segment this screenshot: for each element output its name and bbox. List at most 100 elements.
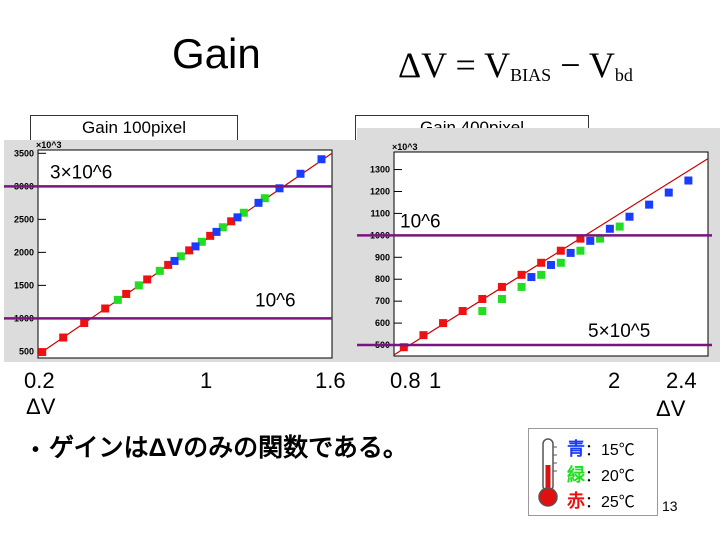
formula-lhs: ΔV bbox=[398, 45, 447, 85]
chart2-point-ee1111-9 bbox=[576, 234, 585, 243]
left-tick-1: 1 bbox=[200, 368, 213, 393]
chart2-point-ee1111-4 bbox=[478, 294, 487, 303]
chart1-point-1a3cff-5 bbox=[275, 184, 284, 193]
chart2-point-ee1111-7 bbox=[537, 258, 546, 267]
chart1-point-22dd22-0 bbox=[113, 295, 122, 304]
chart1-point-1a3cff-1 bbox=[191, 242, 200, 251]
formula-minus: − bbox=[560, 45, 581, 85]
chart1-point-ee1111-7 bbox=[185, 246, 194, 255]
right-xlabel: ΔV bbox=[656, 396, 686, 421]
chart1-point-ee1111-9 bbox=[227, 217, 236, 226]
legend-temp-blue: ：15℃ bbox=[585, 442, 635, 459]
chart2-point-1a3cff-8 bbox=[684, 176, 693, 185]
chart2-point-22dd22-7 bbox=[615, 222, 624, 231]
left-xlabel: ΔV bbox=[26, 394, 56, 419]
formula-v1-sub: BIAS bbox=[510, 65, 552, 85]
chart2-point-22dd22-2 bbox=[517, 282, 526, 291]
chart2-point-22dd22-1 bbox=[497, 294, 506, 303]
chart2-ytick-label-4: 900 bbox=[375, 252, 390, 262]
chart2-point-ee1111-6 bbox=[517, 270, 526, 279]
chart1-point-ee1111-6 bbox=[164, 260, 173, 269]
chart2-point-22dd22-5 bbox=[576, 246, 585, 255]
chart2-point-1a3cff-4 bbox=[605, 224, 614, 233]
chart1-point-22dd22-7 bbox=[260, 194, 269, 203]
chart2-point-ee1111-1 bbox=[419, 331, 428, 340]
chart2-point-ee1111-5 bbox=[497, 282, 506, 291]
chart2-point-ee1111-8 bbox=[556, 246, 565, 255]
chart2-ytick-label-8: 1300 bbox=[370, 165, 390, 175]
chart1-point-1a3cff-3 bbox=[233, 213, 242, 222]
chart2-ytick-label-3: 800 bbox=[375, 274, 390, 284]
chart2-point-1a3cff-6 bbox=[645, 200, 654, 209]
chart1-point-ee1111-3 bbox=[101, 304, 110, 313]
chart1-point-22dd22-6 bbox=[239, 208, 248, 217]
right-tick-2: 2 bbox=[608, 368, 621, 393]
page-number: 13 bbox=[662, 498, 678, 514]
thermometer-icon bbox=[538, 438, 558, 507]
chart2-point-1a3cff-0 bbox=[527, 273, 536, 282]
chart2-point-ee1111-2 bbox=[439, 319, 448, 328]
chart2-point-1a3cff-2 bbox=[566, 248, 575, 257]
right-tick-1: 1 bbox=[429, 368, 442, 393]
chart1-point-ee1111-2 bbox=[80, 319, 89, 328]
chart2-reference-label-1: 5×10^5 bbox=[588, 321, 650, 342]
chart1-reference-label-1: 10^6 bbox=[255, 290, 296, 311]
chart1-point-ee1111-0 bbox=[38, 348, 47, 357]
chart1-title: Gain 100pixel bbox=[30, 115, 238, 141]
chart1-point-22dd22-3 bbox=[176, 252, 185, 261]
chart1-ytick-label-4: 2500 bbox=[14, 214, 34, 224]
slide-title: Gain bbox=[172, 30, 261, 77]
formula-v2-sub: bd bbox=[614, 65, 633, 85]
left-tick-0: 0.2 bbox=[24, 368, 55, 393]
chart2-point-1a3cff-1 bbox=[547, 260, 555, 269]
chart1-point-1a3cff-2 bbox=[212, 227, 221, 236]
chart2-y-exponent: ×10^3 bbox=[392, 142, 418, 152]
chart2-point-1a3cff-5 bbox=[625, 212, 634, 221]
chart1-point-1a3cff-0 bbox=[170, 256, 179, 265]
legend-temp-green: ：20℃ bbox=[585, 468, 635, 485]
right-tick-3: 2.4 bbox=[666, 368, 697, 393]
chart2-point-1a3cff-3 bbox=[586, 236, 595, 245]
chart2-ytick-label-7: 1200 bbox=[370, 186, 390, 196]
chart1-point-ee1111-8 bbox=[206, 231, 215, 240]
chart2-point-1a3cff-7 bbox=[664, 188, 673, 197]
chart2-point-22dd22-6 bbox=[596, 234, 605, 243]
left-tick-2: 1.6 bbox=[315, 368, 346, 393]
chart2-ytick-label-2: 700 bbox=[375, 296, 390, 306]
chart2-ytick-label-6: 1100 bbox=[370, 208, 390, 218]
summary-note: • ゲインはΔVのみの関数である。 bbox=[32, 428, 408, 464]
chart1-point-22dd22-2 bbox=[155, 266, 164, 275]
chart1-point-22dd22-1 bbox=[134, 281, 143, 290]
chart2-point-ee1111-0 bbox=[399, 343, 408, 352]
chart1-y-exponent: ×10^3 bbox=[36, 140, 62, 150]
chart1-reference-label-0: 3×10^6 bbox=[50, 162, 112, 183]
chart1-point-ee1111-1 bbox=[59, 333, 68, 342]
chart2-point-22dd22-4 bbox=[556, 258, 565, 267]
chart1-point-22dd22-4 bbox=[197, 237, 206, 246]
chart1-ytick-label-3: 2000 bbox=[14, 247, 34, 257]
right-tick-0: 0.8 bbox=[390, 368, 421, 393]
formula-v1: V bbox=[484, 45, 511, 85]
chart2-reference-label-0: 10^6 bbox=[400, 211, 441, 232]
chart1-point-ee1111-5 bbox=[143, 275, 152, 284]
formula-eq: = bbox=[455, 45, 476, 85]
chart2-ytick-label-1: 600 bbox=[375, 318, 390, 328]
chart2-point-ee1111-3 bbox=[458, 307, 467, 316]
legend-name-blue: 青 bbox=[567, 439, 585, 459]
chart1-point-22dd22-5 bbox=[218, 223, 227, 232]
chart1-point-1a3cff-7 bbox=[317, 155, 326, 164]
legend-temp-red: ：25℃ bbox=[585, 494, 635, 511]
chart1-point-1a3cff-6 bbox=[296, 169, 305, 178]
formula-v2: V bbox=[588, 45, 615, 85]
chart2-point-22dd22-3 bbox=[537, 270, 546, 279]
legend-name-red: 赤 bbox=[567, 491, 585, 511]
legend-row-blue: 青：15℃ bbox=[567, 435, 635, 461]
chart1-ytick-label-2: 1500 bbox=[14, 280, 34, 290]
legend-name-green: 緑 bbox=[567, 465, 585, 485]
chart1-ytick-label-6: 3500 bbox=[14, 148, 34, 158]
bullet-dot: • bbox=[32, 439, 40, 461]
chart1-point-1a3cff-4 bbox=[254, 198, 263, 207]
temperature-legend: 青：15℃ 緑：20℃ 赤：25℃ bbox=[528, 428, 658, 516]
delta-v-formula: ΔV = VBIAS − Vbd bbox=[398, 44, 633, 86]
